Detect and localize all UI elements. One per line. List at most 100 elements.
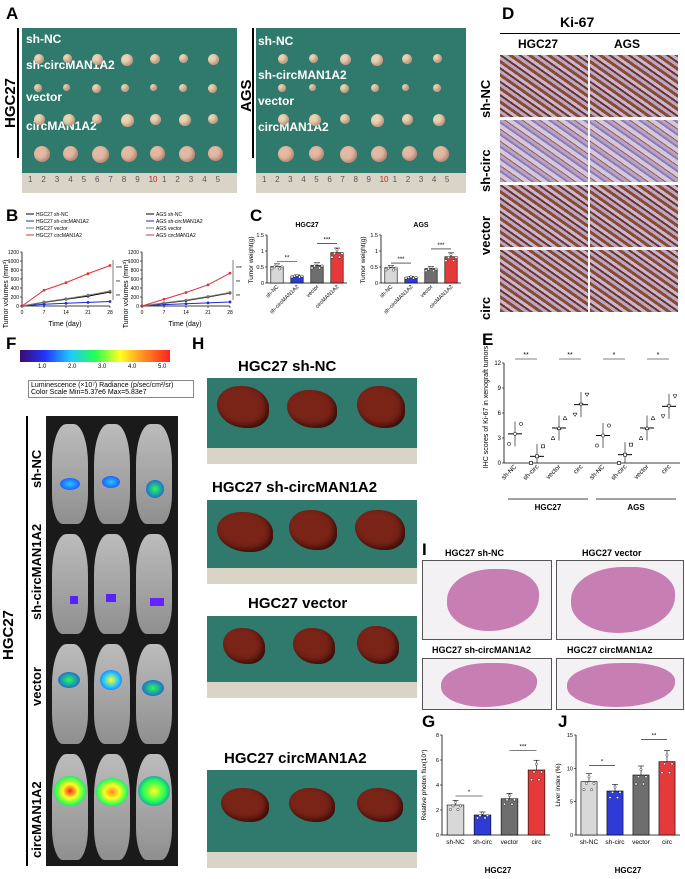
tumor-image	[179, 146, 195, 162]
he-image	[556, 560, 684, 640]
data-point	[340, 252, 344, 255]
tumor-image	[150, 114, 161, 125]
row-label: vector	[258, 94, 295, 108]
data-point	[607, 423, 611, 428]
row-label: circ	[478, 296, 493, 320]
significance-mark: **	[116, 294, 120, 300]
bar	[444, 256, 458, 284]
tumor-photo-ags: sh-NC sh-circMAN1A2 vector circMAN1A2	[256, 28, 466, 173]
panel-label-b: B	[6, 206, 19, 225]
luminescence-units: Luminescence (×10⁷) Radiance (p/sec/cm²/…	[31, 382, 174, 389]
he-image	[422, 658, 552, 710]
x-tick-label: vector	[545, 463, 563, 481]
data-point	[389, 264, 393, 268]
data-point	[623, 452, 627, 457]
ruler-number: 1	[262, 175, 267, 184]
tumor-image	[208, 114, 218, 124]
data-point	[315, 262, 319, 266]
data-point	[330, 255, 334, 259]
j-ylabel: Liver index (%)	[555, 763, 562, 806]
ruler-number: 8	[353, 175, 358, 184]
tumor-image	[63, 84, 70, 91]
data-point	[451, 804, 455, 808]
y-tick-label: 5	[570, 800, 573, 806]
data-point	[64, 281, 68, 284]
significance-mark: **	[236, 294, 240, 300]
row-label: sh-circ	[478, 149, 493, 192]
j-xgroup: HGC27	[615, 866, 642, 875]
ruler-number: 2	[41, 175, 46, 184]
c-ylabel-right: Tumor weight(g)	[360, 236, 367, 283]
ruler-number: 1	[392, 175, 398, 184]
liver-title: HGC27 vector	[248, 595, 348, 612]
y-tick-label: 0	[498, 461, 502, 467]
tumor-image	[63, 146, 78, 161]
tumor-image	[92, 84, 101, 93]
legend-label: AGS sh-circMAN1A2	[156, 219, 203, 225]
x-tick-label: circ	[572, 463, 585, 476]
data-point	[184, 298, 188, 302]
tumor-image	[121, 146, 137, 162]
panel-g-chart: Relative photon flux(10⁷) 0 2 4 6 8 sh-NC sh-c…	[421, 733, 550, 875]
data-point	[449, 808, 452, 811]
tumor-image	[371, 146, 387, 162]
liver-photo	[207, 378, 417, 448]
data-point	[590, 788, 593, 792]
tick: 5.0	[158, 364, 167, 370]
data-point	[503, 802, 506, 806]
tick: 4.0	[128, 364, 137, 370]
data-point	[108, 264, 112, 267]
y-tick-label: 0	[261, 281, 264, 287]
data-point	[394, 266, 398, 270]
b-xlabel-left: Time (day)	[48, 321, 81, 328]
data-point	[650, 415, 656, 420]
y-tick-label: 1000	[128, 259, 139, 265]
panel-label-e: E	[482, 330, 494, 349]
tumor-image	[63, 114, 75, 126]
he-title: HGC27 vector	[582, 548, 642, 558]
legend-label: HGC27 vector	[36, 226, 68, 232]
y-tick-label: 1	[375, 249, 378, 255]
data-point	[618, 790, 622, 794]
data-point	[447, 256, 450, 259]
x-tick-label: circ	[660, 463, 673, 476]
tumor-image	[433, 146, 449, 162]
data-point	[298, 275, 301, 279]
y-tick-label: 600	[131, 277, 140, 283]
ki67-title: Ki-67	[560, 14, 595, 30]
legend-label: AGS circMAN1A2	[156, 233, 196, 239]
data-point	[616, 796, 619, 800]
ruler-number: 2	[275, 175, 280, 184]
significance-mark: ***	[519, 745, 527, 751]
data-point	[64, 301, 68, 305]
panel-e-chart: IHC scores of Ki-67 in xenograft tumors …	[483, 345, 680, 512]
y-tick-label: 1200	[128, 250, 139, 256]
x-tick-label: sh-circ	[522, 463, 541, 482]
data-point	[540, 770, 543, 774]
data-point	[409, 275, 413, 279]
ihc-image	[590, 55, 678, 117]
y-tick-label: 0.5	[370, 265, 378, 271]
data-point	[611, 790, 614, 794]
he-image	[422, 560, 552, 640]
x-tick-label: 7	[43, 310, 46, 316]
ruler-number: 7	[340, 175, 345, 184]
x-tick-label: 28	[227, 310, 233, 316]
data-point	[270, 267, 274, 271]
e-ylabel: IHC scores of Ki-67 in xenograft tumors	[483, 345, 490, 468]
x-tick-label: vector	[420, 284, 435, 299]
x-tick-label: vector	[633, 463, 651, 481]
significance-mark: ***	[437, 243, 445, 249]
x-tick-label: 21	[85, 310, 91, 316]
x-tick-label: vector	[306, 284, 321, 299]
significance-mark: *	[468, 790, 471, 796]
data-point	[481, 811, 484, 815]
tumor-image	[63, 54, 72, 63]
y-tick-label: 1.5	[370, 233, 378, 239]
ruler-number: 3	[54, 175, 60, 184]
legend-label: HGC27 circMAN1A2	[36, 233, 82, 239]
ruler-number: 10	[148, 175, 158, 184]
data-point	[519, 421, 523, 426]
he-title: HGC27 sh-NC	[445, 548, 505, 558]
tumor-image	[34, 54, 44, 64]
